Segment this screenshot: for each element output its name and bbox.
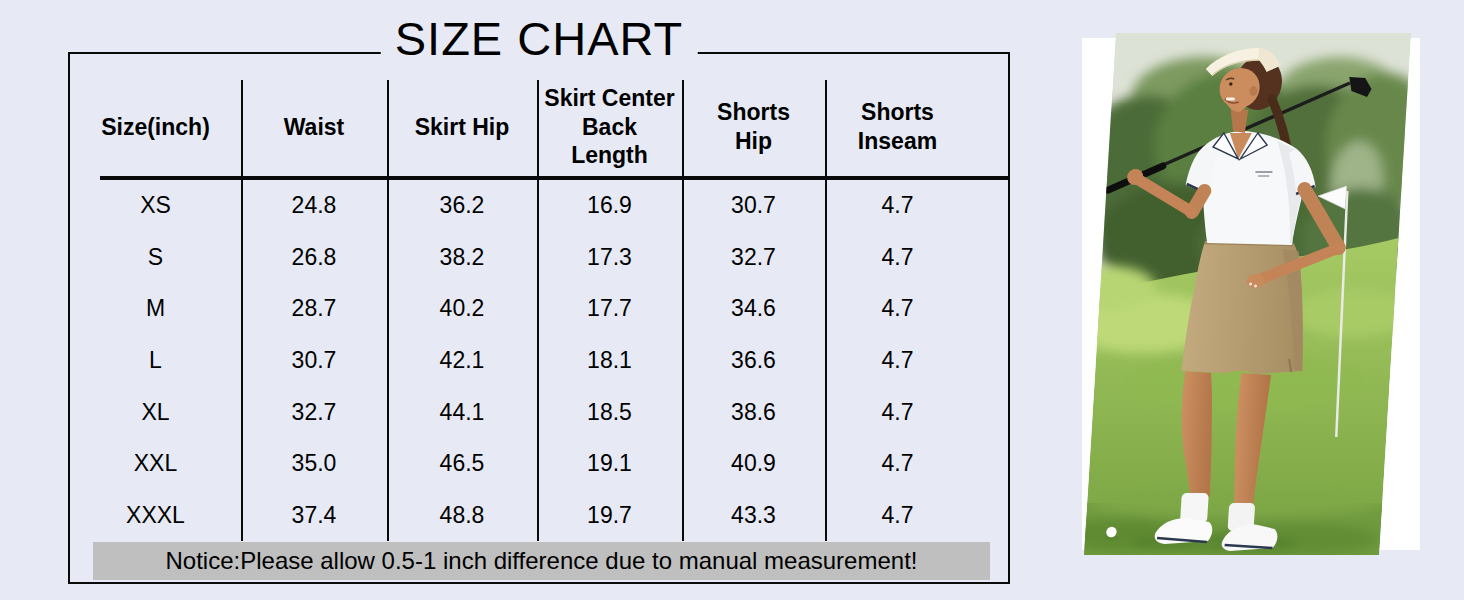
table-header-row: Size(inch) Waist Skirt Hip Skirt Center … — [70, 80, 970, 174]
value-cell: 4.7 — [825, 283, 970, 335]
value-cell: 28.7 — [241, 283, 387, 335]
value-cell: 48.8 — [387, 490, 537, 542]
value-cell: 16.9 — [537, 180, 682, 232]
column-header-skirt-hip: Skirt Hip — [387, 80, 537, 174]
value-cell: 36.6 — [682, 335, 825, 387]
notice-bar: Notice:Please allow 0.5-1 inch differenc… — [93, 542, 990, 580]
size-cell: XXL — [70, 438, 241, 490]
value-cell: 40.9 — [682, 438, 825, 490]
value-cell: 38.6 — [682, 386, 825, 438]
value-cell: 26.8 — [241, 232, 387, 284]
column-header-size: Size(inch) — [70, 80, 241, 174]
value-cell: 4.7 — [825, 438, 970, 490]
value-cell: 19.7 — [537, 490, 682, 542]
table-body: XS24.836.216.930.74.7S26.838.217.332.74.… — [70, 180, 970, 541]
value-cell: 43.3 — [682, 490, 825, 542]
value-cell: 4.7 — [825, 490, 970, 542]
value-cell: 38.2 — [387, 232, 537, 284]
column-header-shorts-inseam: Shorts Inseam — [825, 80, 970, 174]
value-cell: 4.7 — [825, 180, 970, 232]
size-cell: L — [70, 335, 241, 387]
value-cell: 4.7 — [825, 335, 970, 387]
size-cell: S — [70, 232, 241, 284]
size-cell: M — [70, 283, 241, 335]
value-cell: 4.7 — [825, 386, 970, 438]
value-cell: 36.2 — [387, 180, 537, 232]
size-cell: XS — [70, 180, 241, 232]
value-cell: 18.5 — [537, 386, 682, 438]
column-header-shorts-hip: Shorts Hip — [682, 80, 825, 174]
notice-text: Notice:Please allow 0.5-1 inch differenc… — [166, 547, 918, 575]
page-title: SIZE CHART — [381, 13, 698, 65]
value-cell: 4.7 — [825, 232, 970, 284]
value-cell: 32.7 — [682, 232, 825, 284]
value-cell: 34.6 — [682, 283, 825, 335]
value-cell: 19.1 — [537, 438, 682, 490]
value-cell: 32.7 — [241, 386, 387, 438]
golf-scene-illustration — [1084, 33, 1411, 555]
size-cell: XL — [70, 386, 241, 438]
value-cell: 18.1 — [537, 335, 682, 387]
size-cell: XXXL — [70, 490, 241, 542]
value-cell: 30.7 — [241, 335, 387, 387]
model-photo — [1084, 33, 1411, 555]
value-cell: 37.4 — [241, 490, 387, 542]
column-header-back-length: Skirt Center Back Length — [537, 80, 682, 174]
value-cell: 40.2 — [387, 283, 537, 335]
size-chart-page: SIZE CHART Size(inch) Waist Skirt Hip Sk… — [0, 0, 1464, 600]
value-cell: 17.7 — [537, 283, 682, 335]
column-header-waist: Waist — [241, 80, 387, 174]
value-cell: 44.1 — [387, 386, 537, 438]
value-cell: 24.8 — [241, 180, 387, 232]
value-cell: 35.0 — [241, 438, 387, 490]
value-cell: 42.1 — [387, 335, 537, 387]
value-cell: 46.5 — [387, 438, 537, 490]
value-cell: 17.3 — [537, 232, 682, 284]
khaki-skort — [1181, 241, 1310, 374]
value-cell: 30.7 — [682, 180, 825, 232]
